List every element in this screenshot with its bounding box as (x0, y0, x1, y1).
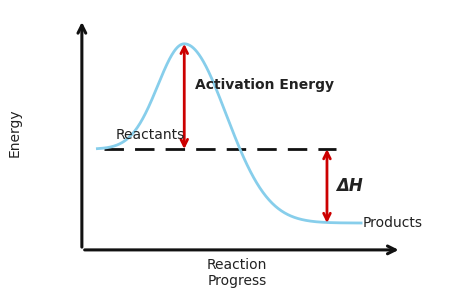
Text: Products: Products (363, 216, 423, 230)
Text: Activation Energy: Activation Energy (195, 78, 334, 92)
Text: Energy: Energy (7, 108, 21, 157)
Text: ΔH: ΔH (336, 177, 363, 195)
Text: Reaction
Progress: Reaction Progress (207, 258, 267, 288)
Text: Reactants: Reactants (116, 128, 185, 142)
